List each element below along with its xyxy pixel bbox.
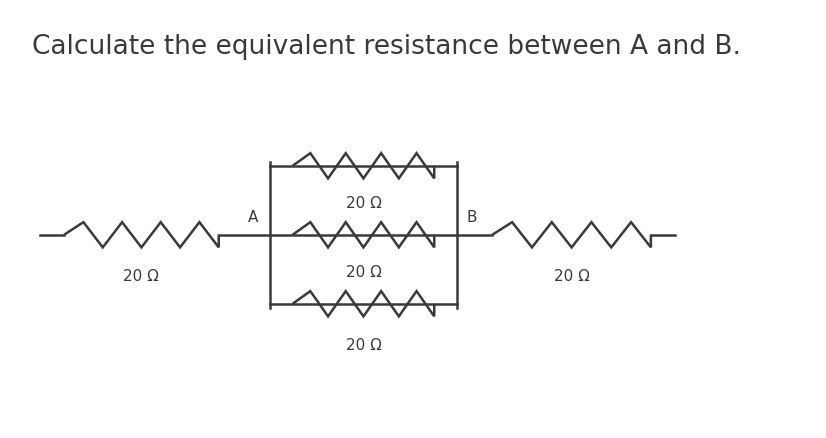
Text: 20 Ω: 20 Ω [345,265,382,280]
Text: A: A [248,210,259,225]
Text: 20 Ω: 20 Ω [553,269,590,284]
Text: 20 Ω: 20 Ω [123,269,159,284]
Text: B: B [466,210,477,225]
Text: 20 Ω: 20 Ω [345,338,382,353]
Text: Calculate the equivalent resistance between A and B.: Calculate the equivalent resistance betw… [32,34,742,60]
Text: 20 Ω: 20 Ω [345,196,382,211]
